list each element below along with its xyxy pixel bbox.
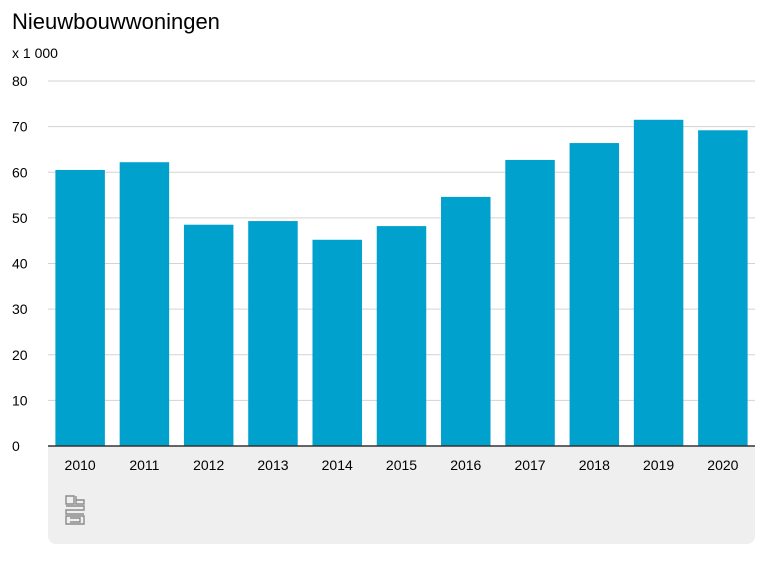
- x-tick-label: 2017: [514, 457, 545, 473]
- chart-footer-panel: [48, 446, 755, 544]
- x-tick-label: 2010: [65, 457, 96, 473]
- y-tick-label: 40: [12, 256, 28, 272]
- bar-2020: [698, 130, 748, 446]
- x-tick-label: 2019: [643, 457, 674, 473]
- x-tick-label: 2018: [579, 457, 610, 473]
- x-tick-label: 2013: [257, 457, 288, 473]
- chart-title: Nieuwbouwwoningen: [12, 9, 220, 34]
- x-tick-label: 2012: [193, 457, 224, 473]
- bar-2011: [119, 162, 170, 446]
- x-tick-label: 2020: [707, 457, 738, 473]
- x-tick-labels: 2010 2011 2012 2013 2014 2015 2016 2017 2018 2019…: [65, 457, 739, 473]
- cbs-logo-icon: [65, 495, 85, 525]
- y-tick-label: 70: [12, 119, 28, 135]
- y-tick-label: 20: [12, 347, 28, 363]
- bar-2013: [248, 221, 298, 446]
- bar-2019: [633, 119, 684, 446]
- x-tick-label: 2014: [322, 457, 353, 473]
- y-tick-labels: 0 10 20 30 40 50 60 70 80: [12, 73, 28, 454]
- bar-2017: [505, 159, 555, 446]
- x-tick-label: 2015: [386, 457, 417, 473]
- y-tick-label: 0: [12, 438, 20, 454]
- y-tick-label: 80: [12, 73, 28, 89]
- x-tick-label: 2016: [450, 457, 481, 473]
- bar-2012: [183, 224, 234, 446]
- y-tick-label: 30: [12, 301, 28, 317]
- bars: [55, 119, 748, 447]
- y-tick-label: 50: [12, 210, 28, 226]
- x-tick-label: 2011: [129, 457, 159, 473]
- y-axis-unit-label: x 1 000: [12, 45, 58, 61]
- bar-2018: [569, 143, 620, 447]
- bar-2010: [55, 169, 105, 446]
- bar-2015: [376, 226, 427, 446]
- bar-2014: [312, 239, 362, 446]
- y-tick-label: 60: [12, 164, 28, 180]
- bar-2016: [441, 196, 491, 446]
- y-tick-label: 10: [12, 392, 28, 408]
